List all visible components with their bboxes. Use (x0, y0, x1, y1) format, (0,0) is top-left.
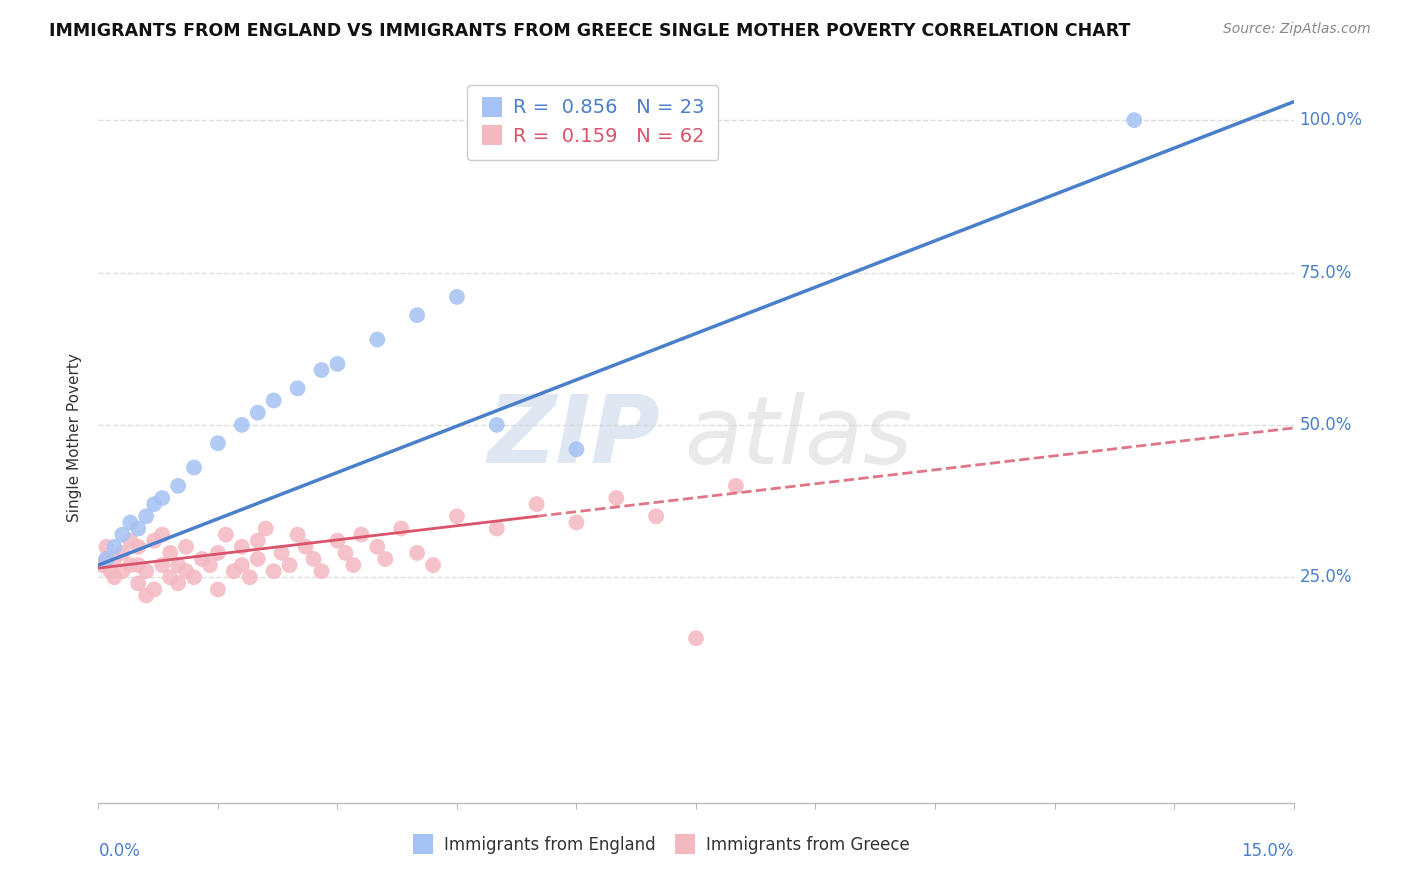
Text: 0.0%: 0.0% (98, 842, 141, 860)
Point (191, 552, 214, 566)
Point (326, 357, 349, 371)
Point (263, 564, 285, 578)
Point (605, 491, 627, 505)
Point (485, 521, 508, 535)
Point (159, 570, 181, 584)
Text: Source: ZipAtlas.com: Source: ZipAtlas.com (1223, 22, 1371, 37)
Point (294, 540, 316, 554)
Point (143, 533, 166, 548)
Point (374, 552, 396, 566)
Point (254, 521, 277, 535)
Point (96, 540, 118, 554)
Point (135, 589, 157, 603)
Point (207, 436, 229, 450)
Point (174, 564, 197, 578)
Point (231, 540, 253, 554)
Point (135, 509, 157, 524)
Point (150, 558, 173, 573)
Point (645, 509, 668, 524)
Point (135, 564, 157, 578)
Point (446, 290, 468, 304)
Point (96, 552, 118, 566)
Point (167, 479, 190, 493)
Point (127, 558, 149, 573)
Point (406, 308, 429, 322)
Point (127, 521, 149, 535)
Point (246, 533, 269, 548)
Point (120, 533, 142, 548)
Point (111, 564, 134, 578)
Text: 75.0%: 75.0% (1299, 263, 1353, 282)
Point (215, 527, 238, 541)
Point (311, 363, 333, 377)
Point (111, 527, 134, 541)
Point (406, 546, 429, 560)
Point (1123, 113, 1146, 128)
Text: IMMIGRANTS FROM ENGLAND VS IMMIGRANTS FROM GREECE SINGLE MOTHER POVERTY CORRELAT: IMMIGRANTS FROM ENGLAND VS IMMIGRANTS FR… (49, 22, 1130, 40)
Text: atlas: atlas (685, 392, 912, 483)
Point (207, 582, 229, 597)
Point (263, 393, 285, 408)
Point (207, 546, 229, 560)
Point (127, 540, 149, 554)
Point (103, 540, 125, 554)
Point (302, 552, 325, 566)
Point (287, 527, 309, 541)
Point (222, 564, 245, 578)
Point (127, 576, 149, 591)
Point (366, 540, 388, 554)
Point (422, 558, 444, 573)
Text: 100.0%: 100.0% (1299, 112, 1362, 129)
Legend: Immigrants from England, Immigrants from Greece: Immigrants from England, Immigrants from… (404, 829, 917, 860)
Point (103, 552, 125, 566)
Point (231, 417, 253, 432)
Point (174, 540, 197, 554)
Point (159, 546, 181, 560)
Point (96, 552, 118, 566)
Point (120, 558, 142, 573)
Text: 50.0%: 50.0% (1299, 416, 1353, 434)
Point (150, 527, 173, 541)
Point (198, 558, 221, 573)
Point (565, 516, 588, 530)
Point (685, 632, 707, 646)
Point (287, 381, 309, 395)
Point (167, 558, 190, 573)
Point (724, 479, 747, 493)
Point (326, 533, 349, 548)
Point (231, 558, 253, 573)
Text: 25.0%: 25.0% (1299, 568, 1353, 586)
Point (278, 558, 301, 573)
Point (565, 442, 588, 457)
Point (143, 497, 166, 511)
Point (311, 564, 333, 578)
Point (350, 527, 373, 541)
Text: 15.0%: 15.0% (1241, 842, 1294, 860)
Point (526, 497, 548, 511)
Point (167, 576, 190, 591)
Text: ZIP: ZIP (488, 391, 661, 483)
Point (91, 558, 114, 573)
Point (446, 509, 468, 524)
Point (183, 570, 205, 584)
Point (239, 570, 262, 584)
Point (485, 417, 508, 432)
Point (246, 406, 269, 420)
Point (342, 558, 364, 573)
Point (150, 491, 173, 505)
Point (335, 546, 357, 560)
Point (98, 564, 122, 578)
Point (366, 333, 388, 347)
Point (270, 546, 292, 560)
Point (111, 546, 134, 560)
Point (120, 516, 142, 530)
Y-axis label: Single Mother Poverty: Single Mother Poverty (67, 352, 83, 522)
Point (103, 570, 125, 584)
Point (183, 460, 205, 475)
Point (143, 582, 166, 597)
Point (389, 521, 412, 535)
Point (246, 552, 269, 566)
